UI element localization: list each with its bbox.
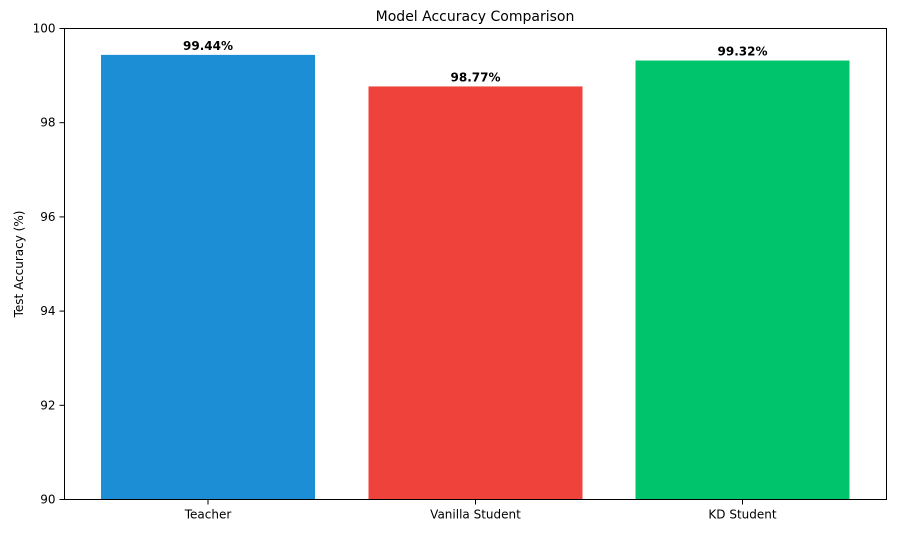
bar-teacher <box>101 54 315 500</box>
data-label-kd-student: 99.32% <box>718 45 768 59</box>
x-tick-label: Vanilla Student <box>430 508 521 522</box>
y-axis-ticks: 90 92 94 96 98 100 <box>33 22 65 507</box>
chart-title: Model Accuracy Comparison <box>376 9 575 25</box>
y-tick-label: 96 <box>40 210 55 224</box>
y-tick-label: 92 <box>40 398 55 412</box>
y-tick-label: 98 <box>40 116 55 130</box>
bar-kd-student <box>635 60 850 500</box>
y-tick-label: 94 <box>40 304 55 318</box>
data-labels-group: 99.44% 98.77% 99.32% <box>183 39 767 85</box>
data-label-teacher: 99.44% <box>183 39 233 53</box>
x-axis-ticks: Teacher Vanilla Student KD Student <box>184 499 777 522</box>
x-tick-label: KD Student <box>708 508 776 522</box>
x-tick-label: Teacher <box>184 508 232 522</box>
y-axis-label: Test Accuracy (%) <box>12 211 26 319</box>
y-tick-label: 100 <box>33 22 56 36</box>
bar-vanilla-student <box>368 86 583 500</box>
bars-group <box>101 54 850 500</box>
plot-frame <box>64 28 887 500</box>
data-label-vanilla-student: 98.77% <box>451 70 501 84</box>
y-tick-label: 90 <box>40 493 55 507</box>
